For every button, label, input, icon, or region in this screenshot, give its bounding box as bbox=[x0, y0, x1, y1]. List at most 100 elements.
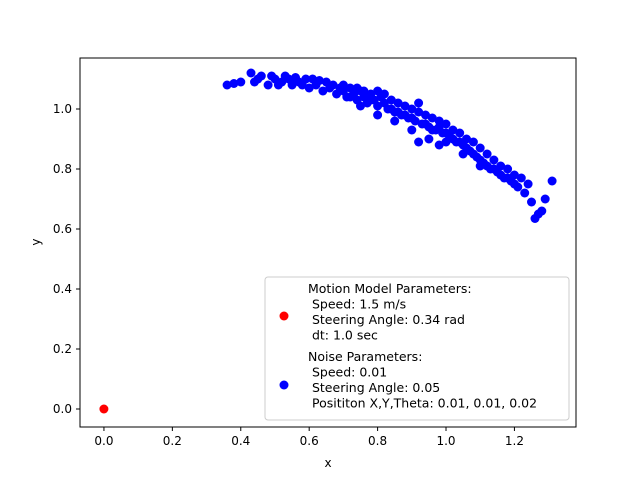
blue-point bbox=[373, 110, 383, 120]
blue-point bbox=[345, 92, 355, 102]
x-tick-label: 0.6 bbox=[300, 434, 319, 448]
legend-entry-noise-parameters: Noise Parameters: Speed: 0.01 Steering A… bbox=[308, 349, 537, 411]
blue-point bbox=[441, 119, 451, 129]
blue-point bbox=[448, 134, 458, 144]
blue-point bbox=[246, 68, 256, 78]
legend-line: dt: 1.0 sec bbox=[308, 328, 378, 343]
legend-line: Steering Angle: 0.34 rad bbox=[308, 312, 465, 327]
legend-line: Steering Angle: 0.05 bbox=[308, 380, 440, 395]
blue-point bbox=[414, 107, 424, 117]
legend-line: Posititon X,Y,Theta: 0.01, 0.01, 0.02 bbox=[308, 396, 537, 411]
blue-point bbox=[509, 179, 519, 189]
blue-point bbox=[475, 143, 485, 153]
legend-line: Speed: 1.5 m/s bbox=[308, 297, 406, 312]
blue-point bbox=[366, 95, 376, 105]
blue-point bbox=[441, 128, 451, 138]
y-tick-label: 1.0 bbox=[53, 102, 72, 116]
blue-point bbox=[520, 188, 530, 198]
blue-point bbox=[496, 161, 506, 171]
x-tick-label: 0.2 bbox=[163, 434, 182, 448]
y-ticks: 0.0 0.2 0.4 0.6 0.8 1.0 bbox=[53, 102, 80, 416]
blue-point bbox=[503, 173, 513, 183]
blue-point bbox=[424, 134, 434, 144]
plot-frame bbox=[79, 57, 577, 428]
blue-point bbox=[414, 137, 424, 147]
blue-point bbox=[236, 77, 246, 87]
blue-point bbox=[304, 83, 314, 93]
blue-point bbox=[318, 86, 328, 96]
x-tick-label: 1.2 bbox=[505, 434, 524, 448]
blue-point bbox=[314, 76, 324, 85]
x-axis-label: x bbox=[324, 456, 331, 470]
legend-entry-motion-model: Motion Model Parameters: Speed: 1.5 m/s … bbox=[308, 281, 472, 343]
blue-point bbox=[468, 137, 478, 147]
y-tick-label: 0.4 bbox=[53, 282, 72, 296]
blue-point bbox=[547, 176, 557, 186]
blue-point bbox=[407, 104, 417, 114]
blue-point bbox=[482, 161, 492, 171]
blue-point bbox=[421, 110, 430, 120]
x-tick-label: 0.8 bbox=[368, 434, 387, 448]
blue-point bbox=[407, 113, 417, 123]
blue-point bbox=[373, 86, 383, 96]
x-ticks: 0.0 0.2 0.4 0.6 0.8 1.0 1.2 bbox=[94, 427, 524, 448]
legend-box bbox=[264, 276, 570, 421]
blue-point bbox=[328, 80, 338, 90]
y-axis-label: y bbox=[29, 238, 43, 245]
blue-point bbox=[509, 170, 519, 180]
blue-point bbox=[393, 107, 403, 117]
blue-point bbox=[386, 95, 396, 105]
legend-line: Noise Parameters: bbox=[308, 349, 422, 364]
blue-point bbox=[527, 197, 536, 207]
red-point bbox=[99, 404, 109, 414]
blue-point bbox=[489, 155, 499, 165]
blue-point bbox=[496, 170, 506, 180]
blue-point bbox=[434, 122, 444, 132]
blue-point bbox=[356, 101, 365, 111]
blue-point bbox=[462, 134, 471, 144]
points-layer bbox=[99, 68, 557, 414]
blue-point bbox=[482, 149, 492, 159]
blue-point bbox=[359, 86, 369, 96]
blue-point bbox=[400, 101, 410, 111]
blue-point bbox=[390, 116, 400, 126]
blue-point bbox=[455, 137, 465, 147]
blue-point bbox=[523, 179, 533, 189]
blue-point bbox=[455, 128, 465, 138]
x-tick-label: 1.0 bbox=[436, 434, 455, 448]
blue-point bbox=[448, 125, 458, 135]
blue-point bbox=[516, 173, 526, 183]
blue-point bbox=[256, 71, 266, 81]
blue-point bbox=[441, 137, 451, 147]
blue-point bbox=[222, 80, 232, 90]
y-tick-label: 0.8 bbox=[53, 162, 72, 176]
legend-line: Motion Model Parameters: bbox=[308, 281, 472, 296]
blue-point bbox=[301, 74, 311, 84]
blue-point bbox=[537, 206, 547, 216]
blue-point bbox=[407, 125, 417, 135]
blue-point bbox=[458, 149, 468, 159]
legend-marker-noise bbox=[279, 380, 289, 390]
blue-point bbox=[400, 110, 410, 120]
blue-point bbox=[421, 119, 430, 129]
blue-point bbox=[352, 83, 362, 93]
x-tick-label: 0.4 bbox=[231, 434, 250, 448]
blue-point bbox=[373, 101, 383, 111]
blue-point bbox=[540, 194, 550, 204]
blue-point bbox=[489, 164, 499, 174]
blue-point bbox=[287, 80, 297, 90]
blue-point bbox=[475, 161, 485, 171]
blue-point bbox=[427, 113, 437, 123]
y-tick-label: 0.0 bbox=[53, 402, 72, 416]
x-tick-label: 0.0 bbox=[94, 434, 113, 448]
legend-marker-motion bbox=[279, 311, 289, 321]
blue-point bbox=[379, 89, 389, 99]
blue-point bbox=[338, 80, 348, 90]
legend: Motion Model Parameters: Speed: 1.5 m/s … bbox=[264, 276, 570, 421]
legend-line: Speed: 0.01 bbox=[308, 365, 387, 380]
blue-point bbox=[414, 98, 424, 108]
y-tick-label: 0.2 bbox=[53, 342, 72, 356]
blue-point bbox=[393, 98, 403, 108]
blue-point bbox=[503, 164, 513, 174]
